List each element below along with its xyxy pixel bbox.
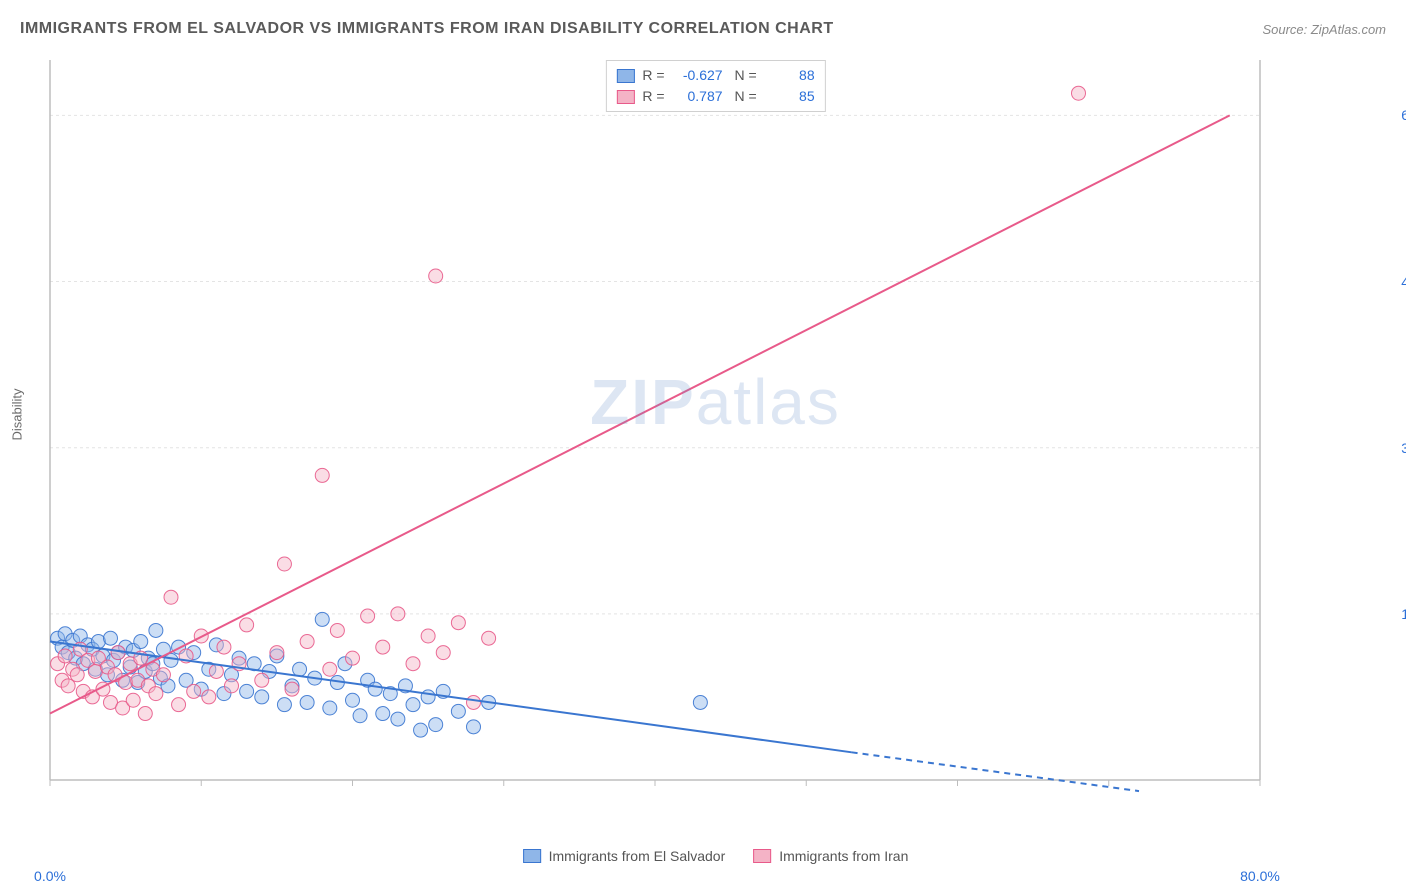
legend-swatch-iran xyxy=(753,849,771,863)
swatch-el-salvador xyxy=(616,69,634,83)
stats-row-el-salvador: R = -0.627 N = 88 xyxy=(616,65,814,86)
series-legend: Immigrants from El Salvador Immigrants f… xyxy=(523,848,909,864)
scatter-chart-svg xyxy=(45,55,1325,815)
y-tick-label: 30.0% xyxy=(1401,440,1406,456)
legend-item-iran: Immigrants from Iran xyxy=(753,848,908,864)
y-tick-label: 45.0% xyxy=(1401,274,1406,290)
legend-item-el-salvador: Immigrants from El Salvador xyxy=(523,848,726,864)
swatch-iran xyxy=(616,90,634,104)
x-tick-label: 0.0% xyxy=(34,868,66,884)
legend-label-el-salvador: Immigrants from El Salvador xyxy=(549,848,726,864)
legend-label-iran: Immigrants from Iran xyxy=(779,848,908,864)
source-attribution: Source: ZipAtlas.com xyxy=(1262,22,1386,37)
x-tick-label: 80.0% xyxy=(1240,868,1280,884)
chart-title: IMMIGRANTS FROM EL SALVADOR VS IMMIGRANT… xyxy=(20,20,834,38)
chart-area: Disability ZIPatlas R = -0.627 N = 88 R … xyxy=(45,55,1386,862)
stats-row-iran: R = 0.787 N = 85 xyxy=(616,86,814,107)
stats-legend: R = -0.627 N = 88 R = 0.787 N = 85 xyxy=(605,60,825,112)
y-tick-label: 60.0% xyxy=(1401,107,1406,123)
y-tick-label: 15.0% xyxy=(1401,606,1406,622)
legend-swatch-el-salvador xyxy=(523,849,541,863)
y-axis-label: Disability xyxy=(10,388,25,440)
